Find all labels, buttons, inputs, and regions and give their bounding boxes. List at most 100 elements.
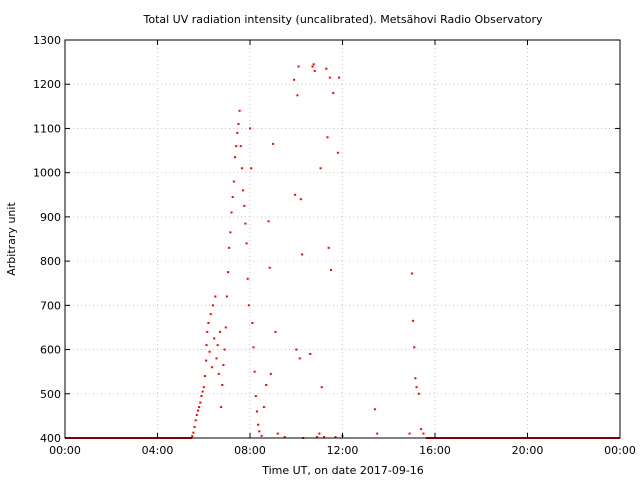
data-point bbox=[230, 211, 233, 214]
x-tick-label: 00:00 bbox=[604, 444, 636, 457]
data-point bbox=[297, 65, 300, 68]
data-point bbox=[244, 222, 247, 225]
data-point bbox=[212, 304, 214, 307]
y-tick-label: 1200 bbox=[33, 78, 61, 91]
data-point bbox=[309, 352, 312, 355]
data-point bbox=[232, 180, 235, 183]
data-point bbox=[254, 394, 257, 397]
data-point bbox=[225, 295, 228, 298]
data-point bbox=[227, 271, 230, 274]
data-point bbox=[262, 406, 265, 409]
data-point bbox=[413, 346, 416, 349]
data-point bbox=[410, 272, 413, 275]
data-point bbox=[320, 386, 323, 389]
data-point bbox=[269, 372, 272, 375]
data-point bbox=[328, 76, 331, 79]
y-tick-label: 1100 bbox=[33, 122, 61, 135]
data-point bbox=[224, 326, 227, 329]
data-point bbox=[207, 322, 210, 325]
data-point bbox=[208, 350, 211, 353]
data-point bbox=[313, 69, 316, 72]
data-point bbox=[220, 406, 223, 409]
data-point bbox=[205, 359, 208, 362]
data-point bbox=[294, 193, 297, 196]
data-point bbox=[221, 383, 224, 386]
data-point bbox=[274, 330, 277, 333]
data-point bbox=[233, 156, 236, 159]
chart-title: Total UV radiation intensity (uncalibrat… bbox=[143, 13, 543, 26]
data-point bbox=[255, 410, 258, 413]
data-point bbox=[422, 432, 425, 435]
y-tick-label: 500 bbox=[40, 388, 61, 401]
data-point bbox=[243, 204, 246, 207]
data-point bbox=[198, 406, 201, 409]
data-point bbox=[199, 401, 202, 404]
data-point bbox=[250, 167, 253, 170]
data-point bbox=[201, 390, 204, 393]
data-point bbox=[420, 428, 423, 431]
data-point bbox=[231, 195, 234, 198]
data-point bbox=[326, 136, 329, 139]
data-point bbox=[202, 386, 205, 389]
data-point bbox=[235, 145, 238, 148]
data-point bbox=[373, 408, 376, 411]
data-point bbox=[257, 423, 260, 426]
data-point bbox=[216, 344, 219, 347]
data-point bbox=[417, 392, 420, 395]
data-point bbox=[191, 435, 194, 438]
x-tick-label: 00:00 bbox=[49, 444, 81, 457]
data-point bbox=[327, 246, 330, 249]
data-point bbox=[292, 78, 295, 81]
x-tick-label: 16:00 bbox=[419, 444, 451, 457]
data-point bbox=[325, 67, 328, 70]
data-point bbox=[196, 409, 199, 412]
data-point bbox=[299, 198, 302, 201]
data-point bbox=[245, 242, 248, 245]
data-point bbox=[239, 145, 242, 148]
y-tick-label: 600 bbox=[40, 344, 61, 357]
x-tick-label: 04:00 bbox=[142, 444, 174, 457]
data-point bbox=[334, 436, 337, 439]
y-tick-label: 700 bbox=[40, 299, 61, 312]
data-point bbox=[242, 189, 245, 192]
data-point bbox=[258, 430, 261, 433]
data-point bbox=[268, 266, 271, 269]
data-point bbox=[301, 253, 304, 256]
data-point bbox=[329, 268, 332, 271]
data-point bbox=[195, 414, 198, 417]
data-point bbox=[283, 436, 286, 439]
data-point bbox=[267, 220, 270, 223]
data-point bbox=[376, 432, 379, 435]
data-point bbox=[252, 346, 255, 349]
data-point bbox=[276, 432, 279, 435]
data-point bbox=[205, 344, 208, 347]
data-point bbox=[295, 348, 298, 351]
data-point bbox=[215, 357, 218, 360]
data-point bbox=[316, 436, 319, 439]
data-point bbox=[323, 436, 325, 439]
data-point bbox=[272, 142, 275, 145]
x-tick-label: 20:00 bbox=[512, 444, 544, 457]
data-point bbox=[192, 431, 195, 434]
data-point bbox=[222, 364, 225, 367]
data-point bbox=[251, 322, 254, 325]
data-point bbox=[246, 277, 249, 280]
data-point bbox=[414, 377, 417, 380]
data-point bbox=[206, 330, 209, 333]
data-point bbox=[298, 357, 301, 360]
y-tick-label: 1300 bbox=[33, 34, 61, 47]
data-point bbox=[203, 375, 206, 378]
data-point bbox=[415, 386, 418, 389]
data-point bbox=[193, 425, 196, 428]
data-point bbox=[296, 94, 299, 97]
data-point bbox=[265, 383, 268, 386]
y-tick-label: 1000 bbox=[33, 167, 61, 180]
y-tick-label: 900 bbox=[40, 211, 61, 224]
data-point bbox=[332, 92, 335, 95]
data-points bbox=[65, 63, 620, 439]
data-point bbox=[408, 432, 411, 435]
x-tick-label: 08:00 bbox=[234, 444, 266, 457]
data-point bbox=[338, 76, 341, 79]
data-point bbox=[218, 330, 221, 333]
